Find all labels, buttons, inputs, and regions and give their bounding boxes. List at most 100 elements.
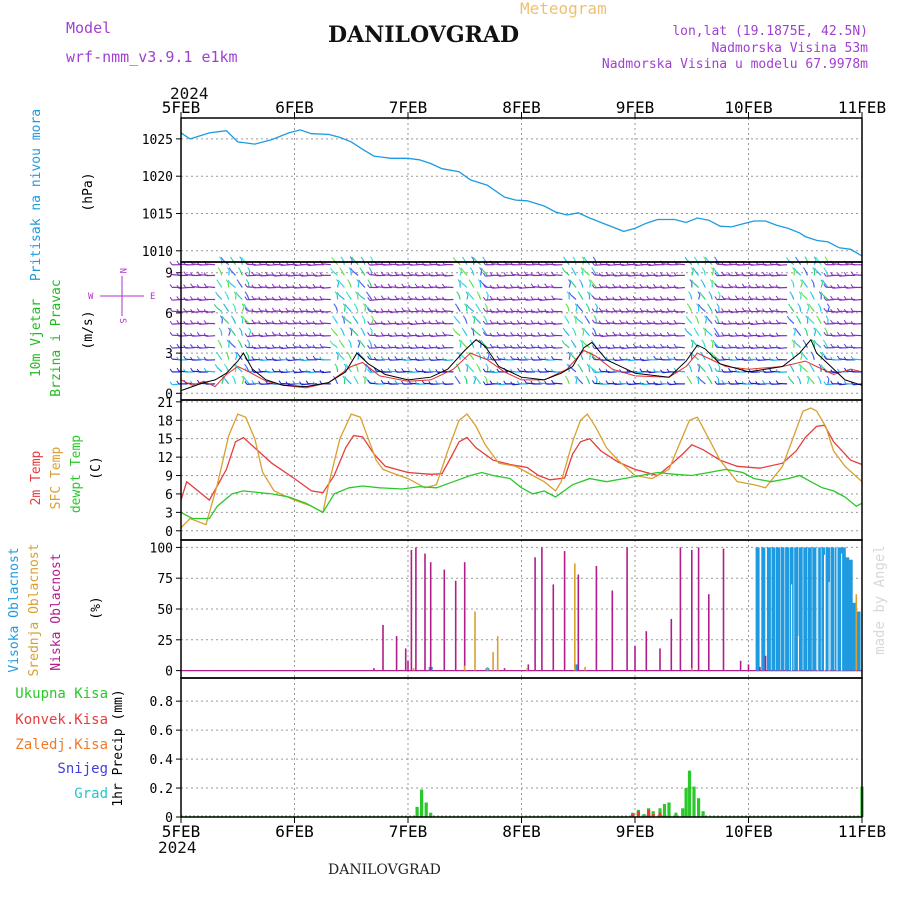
y-tick-label: 0.6 xyxy=(150,724,173,739)
wind-barb-tick xyxy=(373,367,377,372)
wind-barb-tick xyxy=(714,296,718,300)
wind-barb-tick xyxy=(551,379,554,384)
wind-barb-tick xyxy=(464,303,468,307)
wind-barb-tick xyxy=(830,356,834,361)
wind-barb xyxy=(568,282,572,288)
wind-barb-tick xyxy=(292,319,296,324)
wind-barb-tick xyxy=(258,333,262,337)
wind-barb xyxy=(691,270,694,276)
wind-barb-tick xyxy=(367,308,370,312)
wind-barb-tick xyxy=(709,279,713,283)
wind-barb-tick xyxy=(359,339,362,344)
wind-barb-tick xyxy=(312,368,316,373)
wind-barb-tick xyxy=(312,307,316,312)
wind-barb-tick xyxy=(460,267,464,272)
wind-barb-tick xyxy=(714,320,718,324)
wind-barb-tick xyxy=(787,376,791,380)
wind-barb-tick xyxy=(710,339,714,344)
wind-barb xyxy=(710,294,713,300)
wind-barb-tick xyxy=(496,320,500,325)
low-cloud-bar xyxy=(747,664,750,671)
wind-barb-tick xyxy=(583,327,586,332)
wind-barb-tick xyxy=(591,332,595,336)
wind-barb-tick xyxy=(367,297,371,301)
wind-barb-tick xyxy=(169,320,173,325)
wind-barb-tick xyxy=(728,344,731,348)
wind-barb-tick xyxy=(344,376,348,380)
wind-barb-tick xyxy=(264,369,268,373)
wind-barb xyxy=(563,270,570,276)
wind-barb-tick xyxy=(748,295,752,300)
wind-barb-tick xyxy=(798,363,802,368)
wind-barb xyxy=(461,355,468,361)
wind-barb-tick xyxy=(714,367,718,372)
wind-barb xyxy=(579,294,584,300)
wind-barb-tick xyxy=(708,291,712,295)
wind-barb xyxy=(348,282,352,288)
wind-barb-tick xyxy=(477,351,481,356)
wind-barb-tick xyxy=(850,320,854,325)
wind-barb xyxy=(716,318,720,324)
wind-barb xyxy=(444,334,454,337)
pressure-unit: (hPa) xyxy=(81,172,96,211)
wind-barb-tick xyxy=(470,327,474,331)
y-tick-label: 3 xyxy=(165,347,173,362)
wind-barb xyxy=(361,342,366,349)
wind-barb-tick xyxy=(214,364,218,368)
compass-w: W xyxy=(88,292,94,302)
wind-barb xyxy=(355,306,359,312)
wind-barb-tick xyxy=(639,368,643,372)
wind-barb-tick xyxy=(176,296,180,300)
wind-barb xyxy=(803,282,808,288)
low-cloud-bar xyxy=(708,594,710,671)
wind-barb xyxy=(804,270,809,276)
wind-barb-tick xyxy=(510,331,514,336)
low-cloud-bar xyxy=(670,618,673,671)
wind-barb-tick xyxy=(414,320,418,324)
wind-barb-tick xyxy=(800,364,803,368)
wind-barb-tick xyxy=(503,356,507,361)
wind-barb-tick xyxy=(251,308,255,312)
wind-barb xyxy=(360,282,366,288)
wind-barb xyxy=(819,306,822,312)
wind-barb-tick xyxy=(435,369,439,373)
precip-total-bar xyxy=(667,802,671,817)
wind-barb-tick xyxy=(605,332,609,336)
low-cloud-bar xyxy=(429,562,432,671)
wind-barb-tick xyxy=(612,331,616,336)
wind-barb-tick xyxy=(485,363,489,368)
wind-barb-tick xyxy=(646,356,650,361)
wind-barb xyxy=(676,346,685,349)
precip-unit: 1hr Precip (mm) xyxy=(111,689,126,806)
wind-barb-tick xyxy=(755,344,759,348)
wind-barb xyxy=(239,342,243,348)
wind-barb-tick xyxy=(646,295,650,300)
high-cloud-bar xyxy=(848,559,853,671)
wind-barb xyxy=(813,330,817,336)
wind-barb-tick xyxy=(755,357,759,361)
wind-barb-tick xyxy=(632,332,636,337)
wind-barb xyxy=(321,346,331,349)
wind-barb-tick xyxy=(523,271,527,275)
wind-barb-tick xyxy=(523,332,527,336)
wind-barb xyxy=(359,294,366,300)
wind-barb-tick xyxy=(590,339,594,344)
wind-barb-tick xyxy=(793,340,797,344)
wind-barb-tick xyxy=(748,356,752,360)
high-cloud-bar xyxy=(798,547,803,671)
wind-barb-tick xyxy=(457,351,461,356)
wind-barb-tick xyxy=(660,369,663,373)
wind-barb-tick xyxy=(823,331,827,336)
x-tick-label-bottom: 6FEB xyxy=(275,822,314,841)
wind-barb-tick xyxy=(366,351,370,356)
wind-barb-tick xyxy=(590,279,593,284)
wind-barb-tick xyxy=(619,356,622,360)
wind-barb-tick xyxy=(815,256,819,261)
wind-barb-tick xyxy=(550,368,554,373)
wind-barb-tick xyxy=(571,267,574,271)
wind-barb-tick xyxy=(387,296,391,300)
wind-barb-tick xyxy=(694,315,698,319)
wind-barb xyxy=(468,366,475,373)
wind-barb-tick xyxy=(190,332,193,337)
